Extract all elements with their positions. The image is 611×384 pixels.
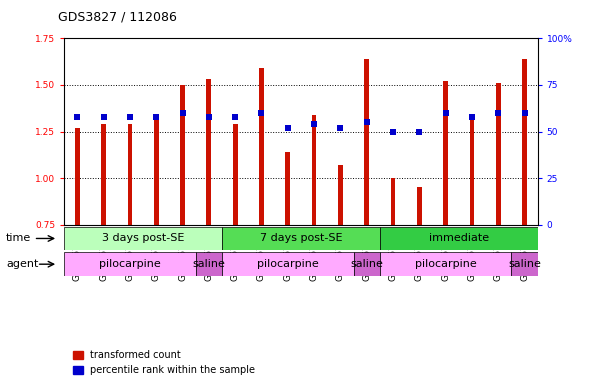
Bar (417, 187, 422, 225)
Bar (64, 227, 222, 250)
Bar (496, 83, 500, 225)
Text: pilocarpine: pilocarpine (257, 259, 319, 269)
Bar (128, 124, 133, 225)
Text: agent: agent (6, 259, 38, 269)
Bar (380, 227, 538, 250)
Bar (285, 152, 290, 225)
Legend: transformed count, percentile rank within the sample: transformed count, percentile rank withi… (69, 346, 259, 379)
Text: immediate: immediate (429, 233, 489, 243)
Bar (364, 59, 369, 225)
Text: 3 days post-SE: 3 days post-SE (102, 233, 185, 243)
Bar (222, 227, 380, 250)
Bar (154, 117, 159, 225)
Text: saline: saline (350, 259, 383, 269)
Bar (75, 128, 79, 225)
Bar (354, 252, 380, 276)
Text: pilocarpine: pilocarpine (99, 259, 161, 269)
Bar (443, 81, 448, 225)
Bar (522, 59, 527, 225)
Text: 7 days post-SE: 7 days post-SE (260, 233, 342, 243)
Bar (469, 115, 474, 225)
Bar (259, 68, 264, 225)
Bar (233, 124, 238, 225)
Text: saline: saline (508, 259, 541, 269)
Bar (338, 165, 343, 225)
Bar (207, 79, 211, 225)
Text: saline: saline (192, 259, 225, 269)
Bar (312, 115, 316, 225)
Bar (511, 252, 538, 276)
Bar (64, 252, 196, 276)
Bar (196, 252, 222, 276)
Bar (101, 124, 106, 225)
Bar (380, 252, 511, 276)
Text: time: time (6, 233, 31, 243)
Text: GDS3827 / 112086: GDS3827 / 112086 (58, 10, 177, 23)
Bar (180, 85, 185, 225)
Text: pilocarpine: pilocarpine (415, 259, 477, 269)
Bar (222, 252, 354, 276)
Bar (390, 178, 395, 225)
